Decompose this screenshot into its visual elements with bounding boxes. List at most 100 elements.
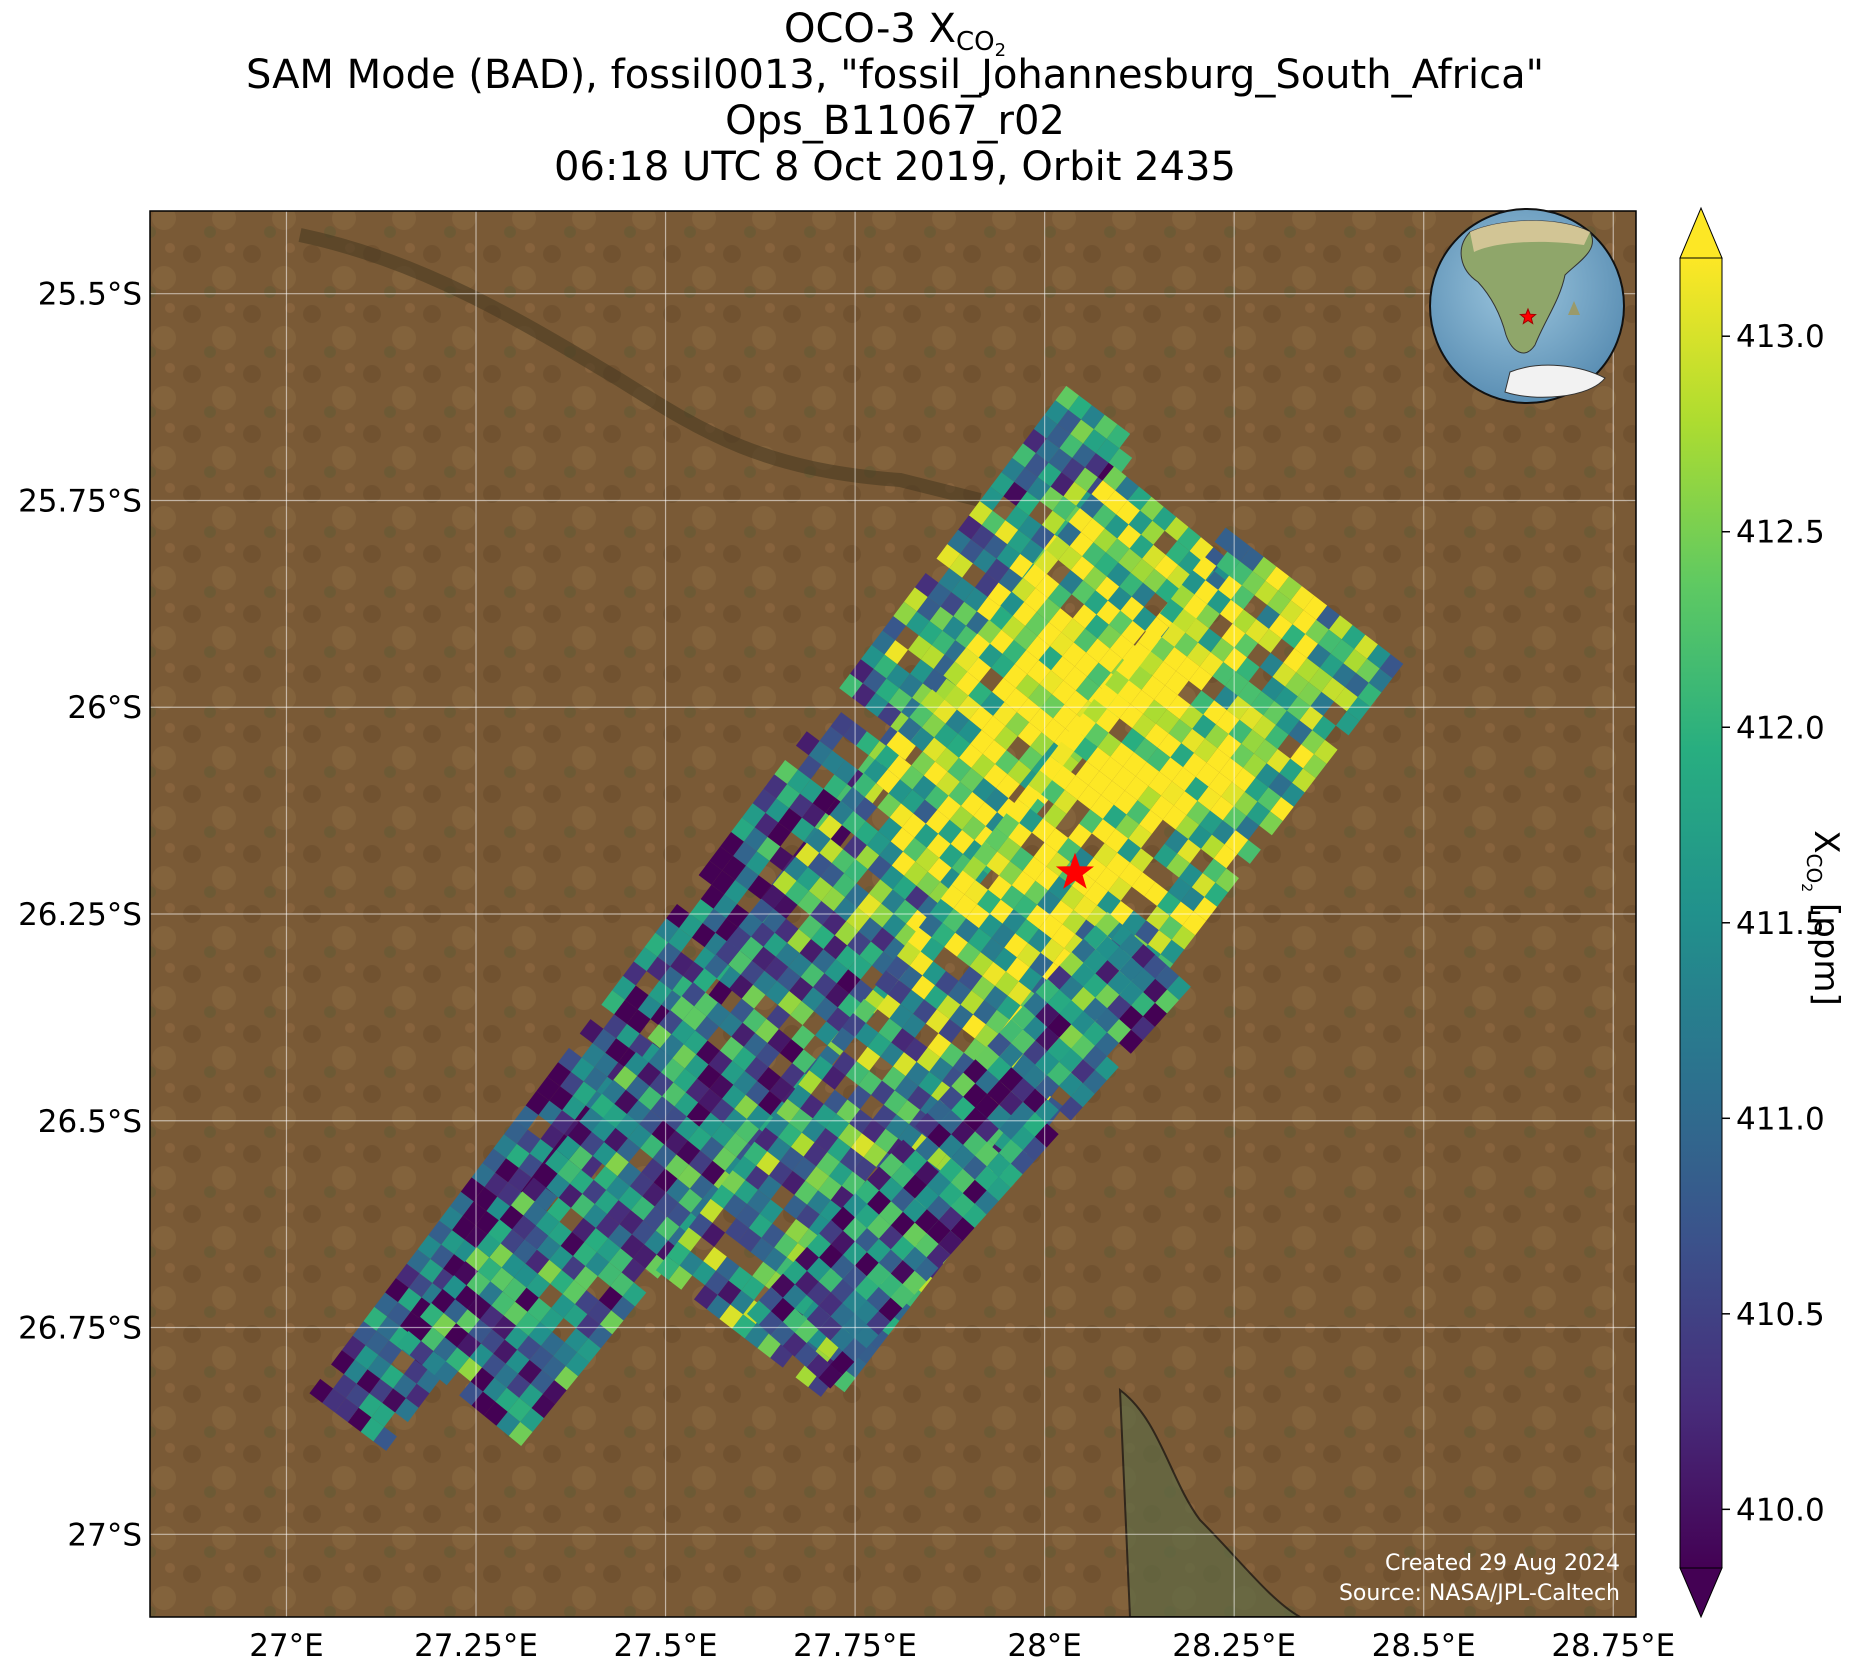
sounding-cell	[709, 1074, 734, 1099]
sounding-cell	[819, 1200, 844, 1225]
sounding-cell	[957, 719, 982, 744]
sounding-cell	[655, 1216, 680, 1241]
sounding-cell	[866, 1310, 891, 1336]
sounding-cell	[1306, 643, 1331, 668]
sounding-cell	[633, 947, 658, 972]
sounding-cell	[516, 1311, 540, 1336]
sounding-cell	[682, 1006, 707, 1031]
sounding-cell	[1167, 976, 1191, 1001]
sounding-cell	[930, 1081, 955, 1106]
sounding-cell	[703, 1246, 727, 1271]
sounding-cell	[792, 1156, 817, 1181]
sounding-cell	[1153, 843, 1178, 868]
sounding-cell	[914, 572, 939, 597]
sounding-cell	[1180, 887, 1205, 912]
sounding-cell	[1093, 414, 1118, 439]
sounding-cell	[933, 654, 958, 679]
sounding-cell	[968, 501, 993, 526]
sounding-cell	[838, 1123, 862, 1148]
sounding-cell	[1150, 637, 1175, 662]
sounding-cell	[1199, 810, 1223, 835]
sounding-cell	[951, 1096, 976, 1121]
sounding-cell	[1346, 697, 1371, 722]
sounding-cell	[1030, 732, 1054, 757]
sounding-cell	[1004, 933, 1028, 958]
sounding-cell	[918, 1071, 942, 1096]
sounding-cell	[948, 781, 973, 806]
sounding-cell	[670, 951, 694, 976]
sounding-cell	[842, 1313, 867, 1338]
sounding-cell	[1082, 542, 1106, 567]
sounding-cell	[902, 1013, 926, 1038]
sounding-cell	[1059, 976, 1084, 1001]
sounding-cell	[1179, 704, 1204, 729]
sounding-cell	[493, 1339, 518, 1364]
sounding-cell	[890, 827, 915, 852]
sounding-cell	[1165, 540, 1190, 565]
sounding-cell	[958, 515, 982, 540]
colorbar-tick-label: 412.0	[1736, 710, 1825, 746]
sounding-cell	[817, 1176, 842, 1201]
sounding-cell	[924, 985, 948, 1010]
sounding-cell	[989, 606, 1014, 631]
sounding-cell	[1141, 675, 1166, 700]
sounding-cell	[1069, 532, 1094, 557]
title-xco2-subscript: CO	[955, 27, 995, 57]
sounding-cell	[800, 963, 825, 988]
sounding-cell	[1174, 632, 1198, 657]
sounding-cell	[1154, 685, 1178, 710]
sounding-cell	[360, 1417, 385, 1442]
sounding-cell	[625, 1076, 650, 1101]
sounding-cell	[1094, 552, 1119, 577]
sounding-cell	[819, 726, 844, 751]
sounding-cell	[732, 1046, 757, 1071]
sounding-cell	[883, 937, 908, 962]
sounding-cell	[1059, 1024, 1084, 1049]
sounding-cell	[395, 1398, 419, 1423]
sounding-cell	[962, 840, 987, 865]
sounding-cell	[835, 945, 860, 970]
sounding-cell	[971, 753, 996, 778]
sounding-cell	[715, 918, 739, 943]
sounding-cell	[893, 899, 918, 924]
sounding-cell	[467, 1295, 492, 1320]
sounding-cell	[1253, 739, 1278, 764]
sounding-cell	[1083, 925, 1108, 950]
sounding-cell	[890, 1187, 915, 1212]
sounding-cell	[1232, 767, 1256, 792]
sounding-cell	[1173, 791, 1198, 816]
sounding-cell	[955, 625, 979, 650]
sounding-cell	[1022, 856, 1047, 881]
sounding-cell	[902, 1174, 927, 1199]
sounding-cell	[682, 961, 707, 986]
sounding-cell	[1074, 652, 1099, 677]
sounding-cell	[535, 1211, 560, 1236]
sounding-cell	[1163, 647, 1187, 672]
sounding-cell	[916, 1047, 941, 1072]
sounding-cell	[444, 1323, 469, 1348]
sounding-cell	[814, 1128, 839, 1153]
sounding-cell	[650, 1004, 675, 1029]
sounding-cell	[421, 1351, 446, 1376]
sounding-cell	[1097, 732, 1122, 757]
sounding-cell	[672, 1044, 697, 1069]
sounding-cell	[1041, 510, 1066, 535]
sounding-cell	[776, 1098, 801, 1123]
sounding-cell	[1256, 604, 1280, 629]
sounding-cell	[1084, 590, 1108, 615]
sounding-cell	[742, 1008, 767, 1033]
sounding-cell	[906, 611, 930, 636]
sounding-cell	[862, 668, 887, 693]
sounding-cell	[989, 629, 1014, 654]
sounding-cell	[1068, 823, 1092, 848]
credit-created: Created 29 Aug 2024	[1385, 1551, 1620, 1576]
sounding-cell	[657, 942, 681, 967]
sounding-cell	[1245, 619, 1269, 644]
sounding-cell	[1093, 843, 1118, 868]
sounding-cell	[984, 985, 1008, 1010]
sounding-cell	[693, 947, 718, 972]
sounding-cell	[854, 1203, 879, 1229]
sounding-cell	[996, 774, 1020, 799]
sounding-cell	[1108, 876, 1132, 901]
sounding-cell	[1075, 761, 1100, 786]
